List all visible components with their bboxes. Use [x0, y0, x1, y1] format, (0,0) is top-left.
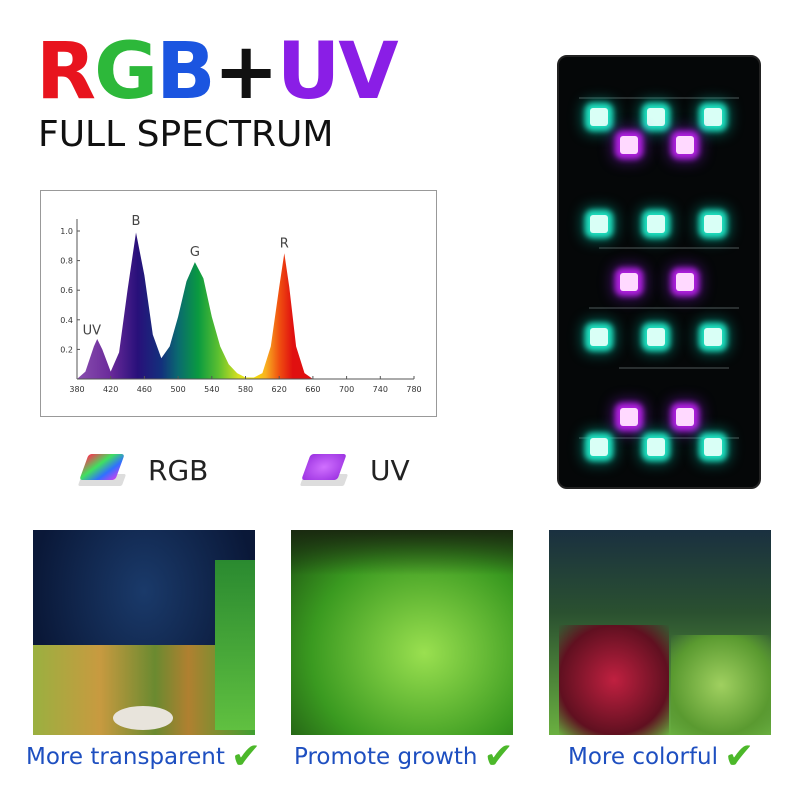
caption-more-colorful: More colorful ✔	[568, 736, 755, 777]
title-plus: +	[213, 27, 279, 117]
peak-label-r: R	[280, 236, 289, 251]
peak-label-uv: UV	[83, 324, 102, 339]
x-tick-label: 780	[406, 385, 421, 394]
title-g: G	[94, 27, 158, 117]
peak-label-g: G	[190, 245, 200, 260]
x-tick-label: 660	[305, 385, 320, 394]
uv-led-chip-icon	[299, 450, 349, 490]
caption-text: Promote growth	[294, 744, 478, 770]
photo-growing-plants	[291, 530, 513, 735]
spectrum-area	[77, 232, 414, 379]
y-tick-label: 1.0	[60, 227, 73, 236]
subtitle: FULL SPECTRUM	[38, 114, 334, 155]
legend-rgb: RGB	[77, 450, 209, 490]
photo-colorful-tank	[549, 530, 771, 735]
x-tick-label: 500	[170, 385, 185, 394]
x-tick-label: 460	[137, 385, 152, 394]
checkmark-icon: ✔	[230, 736, 262, 777]
legend-rgb-label: RGB	[148, 453, 209, 487]
rgb-led-chip-icon	[77, 450, 127, 490]
spectrum-chart-svg: 380 420 460 500 540 580 620 660 700 740 780 0.2 0.4 0…	[60, 214, 421, 394]
x-tick-label: 540	[204, 385, 219, 394]
peak-label-b: B	[132, 214, 141, 229]
x-tick-label: 420	[103, 385, 118, 394]
photo-transparent-aquarium	[33, 530, 255, 735]
x-tick-label: 580	[238, 385, 253, 394]
y-tick-label: 0.8	[60, 257, 73, 266]
x-tick-label: 620	[272, 385, 287, 394]
headline-rgb-uv: RGB+UV	[36, 27, 399, 117]
checkmark-icon: ✔	[483, 736, 514, 777]
title-uv: UV	[276, 27, 399, 117]
y-tick-label: 0.2	[60, 345, 73, 354]
checkmark-icon: ✔	[724, 736, 755, 777]
legend-uv: UV	[299, 450, 410, 490]
x-tick-label: 380	[69, 385, 84, 394]
y-tick-label: 0.4	[60, 316, 73, 325]
caption-text: More transparent	[26, 744, 225, 770]
spectrum-chart: 380 420 460 500 540 580 620 660 700 740 780 0.2 0.4 0…	[40, 190, 437, 417]
caption-promote-growth: Promote growth ✔	[294, 736, 514, 777]
y-tick-label: 0.6	[60, 286, 73, 295]
x-tick-label: 700	[339, 385, 354, 394]
caption-text: More colorful	[568, 744, 719, 770]
caption-more-transparent: More transparent ✔	[26, 736, 262, 777]
led-panel-image	[557, 55, 761, 489]
title-b: B	[156, 27, 215, 117]
title-r: R	[36, 27, 96, 117]
legend-uv-label: UV	[370, 453, 410, 487]
x-tick-label: 740	[373, 385, 388, 394]
